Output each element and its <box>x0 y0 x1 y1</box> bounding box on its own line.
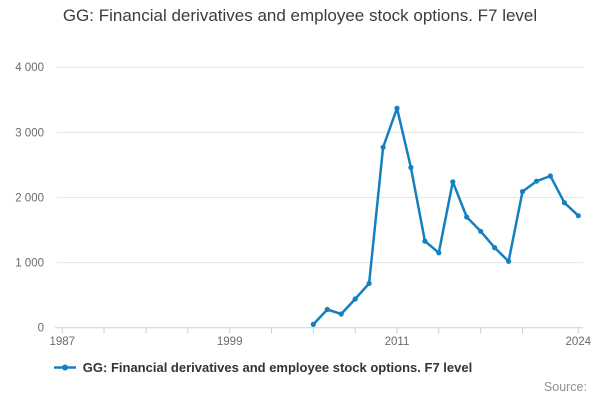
data-point[interactable] <box>575 213 581 219</box>
y-axis-tick-label: 3 000 <box>15 127 44 139</box>
data-point[interactable] <box>352 296 358 302</box>
data-point[interactable] <box>547 173 554 179</box>
x-axis-tick-label: 2011 <box>385 336 410 348</box>
data-point[interactable] <box>519 189 526 195</box>
y-axis-tick-label: 4 000 <box>15 62 44 74</box>
data-point[interactable] <box>366 280 372 286</box>
legend: GG: Financial derivatives and employee s… <box>0 360 600 375</box>
line-series-marker-icon <box>53 364 76 371</box>
legend-item-series-1[interactable]: GG: Financial derivatives and employee s… <box>53 360 473 375</box>
data-point[interactable] <box>408 164 414 171</box>
data-point[interactable] <box>422 238 428 244</box>
legend-label: GG: Financial derivatives and employee s… <box>82 360 473 375</box>
data-point[interactable] <box>338 311 344 317</box>
x-axis-tick-label: 1999 <box>217 336 243 348</box>
data-point[interactable] <box>450 179 456 185</box>
y-axis-tick-label: 2 000 <box>15 192 44 204</box>
data-point[interactable] <box>394 105 400 111</box>
data-point[interactable] <box>492 245 498 251</box>
x-axis-tick-label: 1987 <box>50 336 76 348</box>
data-point[interactable] <box>310 321 316 327</box>
data-point[interactable] <box>506 258 512 264</box>
y-axis-tick-label: 0 <box>38 323 44 335</box>
data-point[interactable] <box>464 214 470 220</box>
data-point[interactable] <box>478 228 484 234</box>
data-point[interactable] <box>436 250 442 256</box>
source-label: Source: <box>543 380 587 394</box>
data-point[interactable] <box>324 306 330 313</box>
data-point[interactable] <box>561 200 568 206</box>
data-point[interactable] <box>380 144 386 150</box>
x-axis-tick-label: 2024 <box>566 336 592 348</box>
series-line <box>312 106 580 326</box>
chart-title: GG: Financial derivatives and employee s… <box>62 6 538 25</box>
y-axis-tick-label: 1 000 <box>15 258 44 270</box>
data-point[interactable] <box>533 178 540 184</box>
